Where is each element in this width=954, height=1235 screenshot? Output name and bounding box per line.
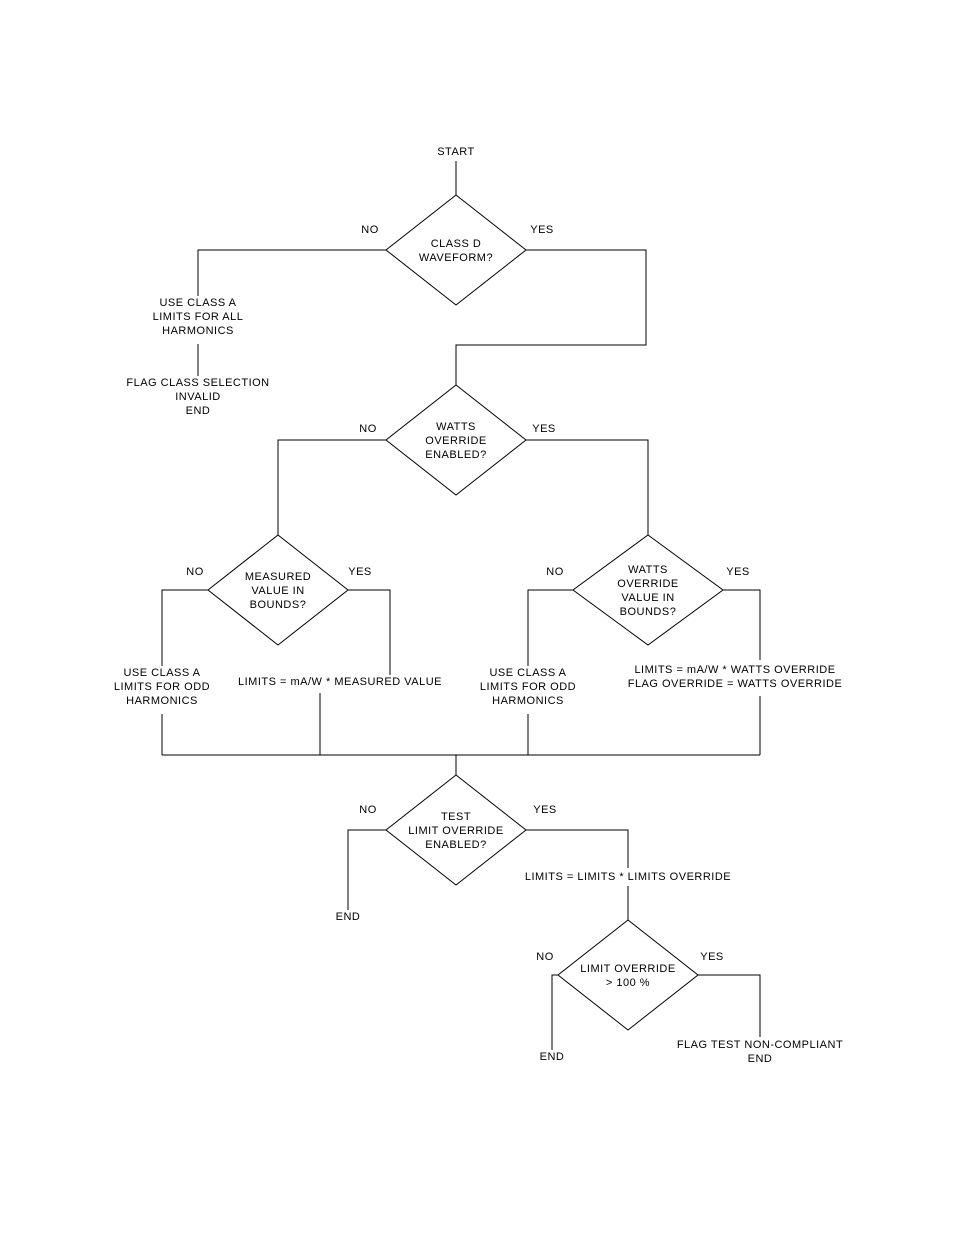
svg-text:END: END [540, 1051, 565, 1063]
d_lim100 [558, 920, 698, 1030]
flowchart: CLASS D WAVEFORM? WATTS OVERRIDE ENABLED? MEA… [0, 0, 954, 1235]
svg-text:WATTS: WATTS [436, 421, 476, 433]
svg-text:FLAG TEST NON-COMPLIANT: FLAG TEST NON-COMPLIANT [677, 1039, 843, 1051]
svg-text:BOUNDS?: BOUNDS? [620, 606, 677, 618]
svg-text:LIMITS FOR ODD: LIMITS FOR ODD [480, 681, 576, 693]
svg-text:YES: YES [532, 423, 556, 435]
svg-text:MEASURED: MEASURED [245, 571, 311, 583]
svg-text:ENABLED?: ENABLED? [425, 839, 486, 851]
d_classd [386, 195, 526, 305]
svg-text:NO: NO [361, 224, 379, 236]
svg-text:START: START [437, 146, 475, 158]
d_wo_bounds [573, 535, 723, 645]
svg-text:LIMIT OVERRIDE: LIMIT OVERRIDE [408, 825, 503, 837]
svg-text:END: END [336, 911, 361, 923]
svg-text:LIMITS = mA/W * WATTS OVERRIDE: LIMITS = mA/W * WATTS OVERRIDE [634, 664, 835, 676]
svg-text:TEST: TEST [441, 811, 471, 823]
svg-text:YES: YES [700, 951, 724, 963]
svg-text:END: END [748, 1053, 773, 1065]
svg-text:WAVEFORM?: WAVEFORM? [419, 252, 493, 264]
svg-text:USE CLASS A: USE CLASS A [159, 297, 236, 309]
svg-text:YES: YES [533, 804, 557, 816]
svg-text:END: END [186, 405, 211, 417]
svg-text:USE CLASS A: USE CLASS A [489, 667, 566, 679]
svg-text:USE CLASS A: USE CLASS A [123, 667, 200, 679]
svg-text:YES: YES [348, 566, 372, 578]
svg-text:OVERRIDE: OVERRIDE [425, 435, 486, 447]
svg-text:NO: NO [359, 423, 377, 435]
svg-text:NO: NO [546, 566, 564, 578]
svg-text:WATTS: WATTS [628, 564, 668, 576]
svg-text:FLAG CLASS SELECTION: FLAG CLASS SELECTION [126, 377, 269, 389]
svg-text:LIMITS FOR ODD: LIMITS FOR ODD [114, 681, 210, 693]
svg-text:INVALID: INVALID [175, 391, 220, 403]
svg-text:NO: NO [186, 566, 204, 578]
svg-text:HARMONICS: HARMONICS [162, 325, 234, 337]
svg-text:CLASS D: CLASS D [431, 238, 482, 250]
svg-text:NO: NO [536, 951, 554, 963]
svg-text:LIMIT OVERRIDE: LIMIT OVERRIDE [580, 963, 675, 975]
svg-text:HARMONICS: HARMONICS [492, 695, 564, 707]
svg-text:HARMONICS: HARMONICS [126, 695, 198, 707]
svg-text:YES: YES [530, 224, 554, 236]
svg-text:ENABLED?: ENABLED? [425, 449, 486, 461]
svg-text:LIMITS = mA/W * MEASURED VALUE: LIMITS = mA/W * MEASURED VALUE [238, 676, 442, 688]
svg-text:> 100 %: > 100 % [606, 977, 650, 989]
svg-text:VALUE IN: VALUE IN [251, 585, 304, 597]
svg-text:FLAG OVERRIDE = WATTS OVERRIDE: FLAG OVERRIDE = WATTS OVERRIDE [628, 678, 843, 690]
svg-text:LIMITS = LIMITS * LIMITS OVERR: LIMITS = LIMITS * LIMITS OVERRIDE [525, 871, 731, 883]
svg-text:LIMITS FOR ALL: LIMITS FOR ALL [153, 311, 244, 323]
svg-text:NO: NO [359, 804, 377, 816]
svg-text:VALUE IN: VALUE IN [621, 592, 674, 604]
svg-text:YES: YES [726, 566, 750, 578]
svg-text:OVERRIDE: OVERRIDE [617, 578, 678, 590]
svg-text:BOUNDS?: BOUNDS? [250, 599, 307, 611]
